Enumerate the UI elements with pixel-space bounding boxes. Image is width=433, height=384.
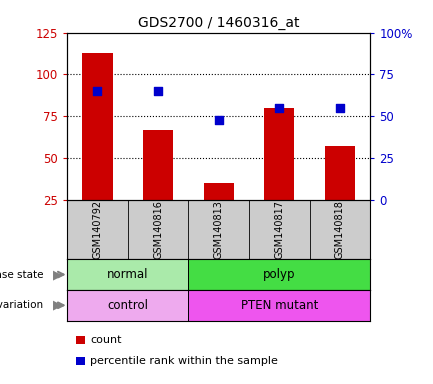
Text: normal: normal: [107, 268, 149, 281]
Text: PTEN mutant: PTEN mutant: [241, 299, 318, 312]
Point: [336, 105, 343, 111]
Text: percentile rank within the sample: percentile rank within the sample: [90, 356, 278, 366]
Bar: [188, 259, 370, 290]
Bar: [67, 259, 188, 290]
Text: GSM140813: GSM140813: [213, 200, 224, 259]
Bar: [264, 108, 294, 200]
Bar: [188, 290, 370, 321]
Text: polyp: polyp: [263, 268, 296, 281]
Text: ▶: ▶: [53, 299, 63, 312]
Text: GSM140816: GSM140816: [153, 200, 163, 259]
Title: GDS2700 / 1460316_at: GDS2700 / 1460316_at: [138, 16, 299, 30]
Text: GSM140817: GSM140817: [274, 200, 284, 259]
Point: [276, 105, 283, 111]
Text: GSM140818: GSM140818: [335, 200, 345, 259]
Text: control: control: [107, 299, 148, 312]
Point: [155, 88, 162, 94]
Text: ▶: ▶: [53, 268, 63, 281]
Point: [215, 116, 222, 122]
Text: GSM140792: GSM140792: [92, 200, 103, 259]
Text: disease state: disease state: [0, 270, 43, 280]
Bar: [204, 183, 234, 200]
Text: genotype/variation: genotype/variation: [0, 300, 43, 310]
Bar: [82, 53, 113, 200]
Bar: [67, 290, 188, 321]
Point: [94, 88, 101, 94]
Bar: [143, 129, 173, 200]
Text: count: count: [90, 335, 122, 345]
Bar: [325, 146, 355, 200]
